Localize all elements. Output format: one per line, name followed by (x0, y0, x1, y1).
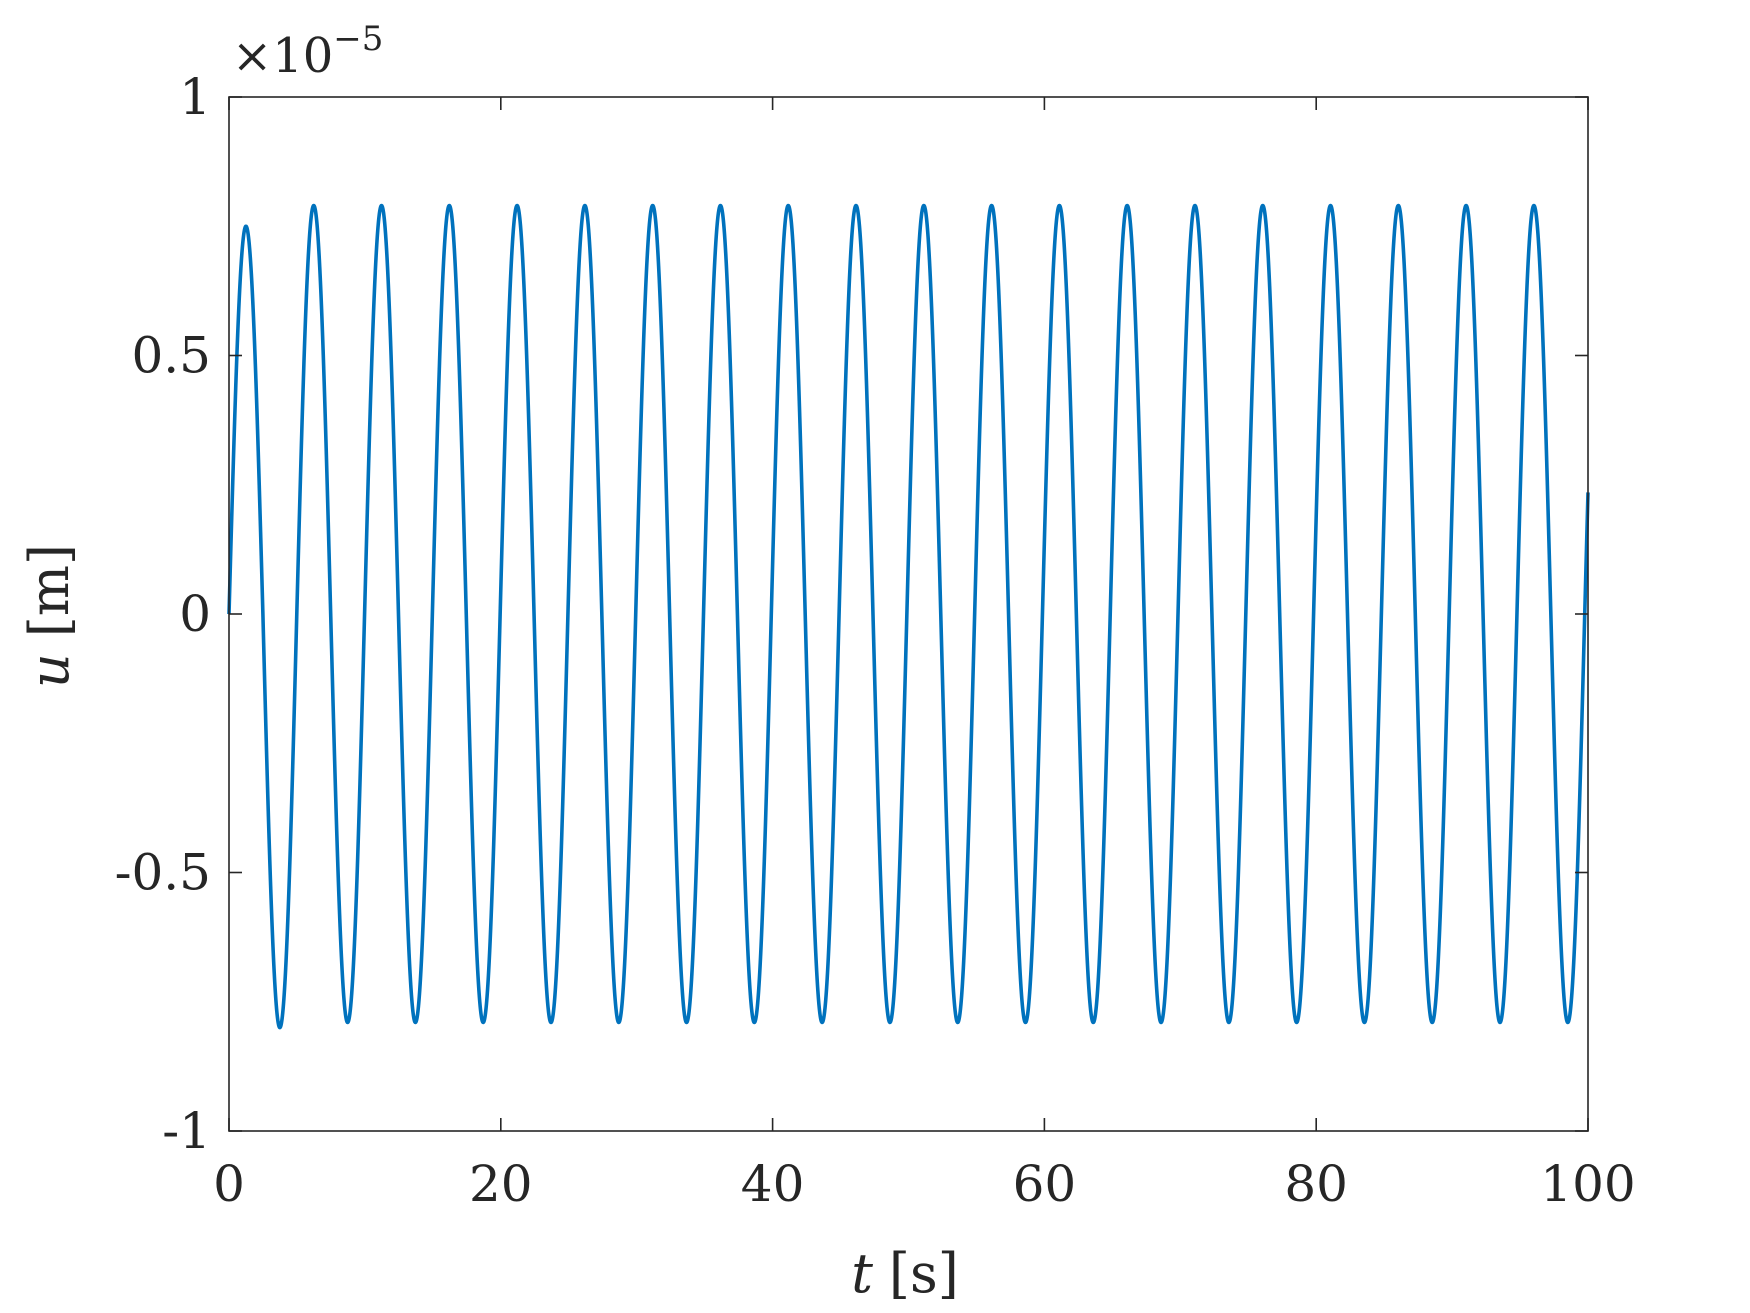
y-tick-label: -0.5 (115, 844, 211, 902)
y-tick-label: 0 (179, 585, 211, 643)
y-tick-label: 0.5 (131, 327, 211, 385)
y-exponent-label: ×10−5 (232, 19, 383, 84)
ticks (228, 96, 1589, 1132)
x-tick-label: 60 (1013, 1155, 1077, 1213)
x-tick-label: 80 (1284, 1155, 1348, 1213)
x-tick-label: 0 (213, 1155, 245, 1213)
y-tick-label: 1 (179, 68, 211, 126)
y-exponent-power: −5 (333, 19, 383, 59)
x-axis-label: t [s] (851, 1242, 959, 1305)
y-axis-label: u[m] (18, 544, 81, 688)
x-tick-label: 40 (741, 1155, 805, 1213)
tick-labels: 0 20 40 60 80 100 -1 -0.5 0 0.5 1 (115, 68, 1636, 1213)
x-tick-label: 100 (1540, 1155, 1635, 1213)
x-tick-label: 20 (469, 1155, 533, 1213)
y-tick-label: -1 (162, 1102, 211, 1160)
series-line-0 (227, 203, 1590, 1030)
